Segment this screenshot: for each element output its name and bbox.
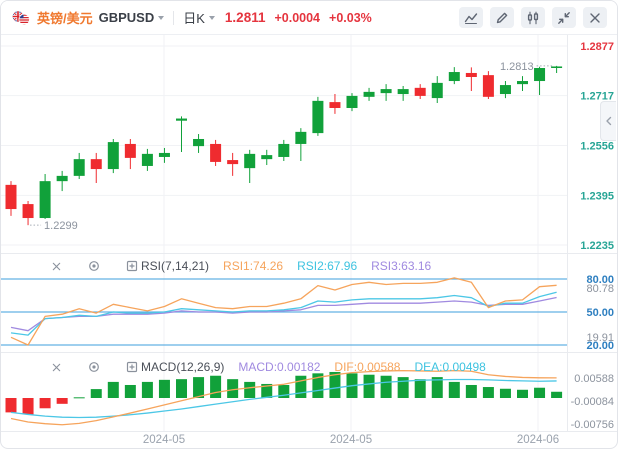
header-divider	[173, 10, 175, 25]
svg-text:1.2877: 1.2877	[580, 41, 614, 53]
svg-text:1.2235: 1.2235	[580, 240, 614, 252]
close-button[interactable]	[583, 7, 607, 28]
macd-expand-button[interactable]	[126, 361, 138, 373]
svg-text:0.00588: 0.00588	[574, 373, 614, 385]
chevron-down-icon	[158, 15, 165, 20]
svg-text:-0.00756: -0.00756	[571, 419, 614, 431]
symbol-selector[interactable]: GBPUSD	[99, 10, 165, 25]
svg-text:-0.00084: -0.00084	[571, 396, 614, 408]
time-axis-label: 2024-06	[516, 434, 560, 446]
candlestick-style-button[interactable]	[521, 7, 545, 28]
macd-value: MACD:0.00182	[238, 360, 321, 374]
time-axis-label: 2024-05	[329, 434, 373, 446]
svg-text:1.2813: 1.2813	[500, 61, 534, 73]
macd-pane-header: MACD(12,26,9) MACD:0.00182 DIF:0.00588 D…	[51, 359, 486, 375]
last-price: 1.2811	[224, 10, 266, 25]
pair-name-cn: 英镑/美元	[37, 11, 93, 26]
rsi-close-button[interactable]	[51, 261, 62, 272]
rsi-pane-header: RSI(7,14,21) RSI1:74.26 RSI2:67.96 RSI3:…	[51, 258, 431, 274]
draw-button[interactable]	[490, 7, 514, 28]
svg-text:80.00: 80.00	[586, 274, 614, 286]
gbpusd-flag-icon	[11, 10, 31, 26]
line-chart-icon	[464, 12, 478, 24]
rsi-expand-button[interactable]	[126, 260, 138, 272]
time-axis: 2024-05 2024-05 2024-06	[1, 431, 617, 448]
macd-close-button[interactable]	[51, 362, 62, 373]
settings-icon	[89, 261, 99, 271]
symbol-label: GBPUSD	[98, 10, 155, 25]
chevron-down-icon	[208, 15, 215, 20]
price-change: +0.0004	[274, 10, 321, 25]
expand-icon	[126, 361, 138, 373]
close-icon	[590, 12, 600, 23]
toolbar	[459, 7, 607, 28]
svg-text:20.00: 20.00	[586, 340, 614, 352]
expand-icon	[126, 260, 138, 272]
svg-text:1.2395: 1.2395	[580, 190, 614, 202]
pencil-icon	[496, 12, 508, 23]
macd-title: MACD(12,26,9)	[141, 360, 225, 374]
svg-text:80.78: 80.78	[586, 283, 614, 295]
price-change-pct: +0.03%	[329, 10, 372, 25]
rsi2-value: RSI2:67.96	[297, 259, 358, 273]
close-icon	[52, 363, 61, 371]
collapse-button[interactable]	[552, 7, 576, 28]
line-chart-button[interactable]	[459, 7, 483, 28]
rsi1-value: RSI1:74.26	[223, 259, 284, 273]
settings-icon	[89, 362, 99, 372]
chevron-left-icon	[605, 116, 611, 126]
svg-text:50.00: 50.00	[586, 307, 614, 319]
macd-settings-button[interactable]	[88, 361, 100, 373]
rsi-settings-button[interactable]	[88, 260, 100, 272]
interval-selector[interactable]: 日K	[183, 8, 215, 27]
rsi3-value: RSI3:63.16	[371, 259, 432, 273]
svg-text:1.2556: 1.2556	[580, 141, 614, 153]
time-axis-label: 2024-05	[142, 434, 186, 446]
interval-label: 日K	[183, 11, 205, 26]
svg-text:1.2717: 1.2717	[580, 91, 614, 103]
axis-collapse-tab[interactable]	[600, 101, 616, 141]
close-icon	[52, 262, 61, 270]
collapse-arrows-icon	[558, 11, 570, 24]
header: 英镑/美元 GBPUSD 日K 1.2811 +0.0004 +0.03%	[1, 1, 617, 35]
dea-value: DEA:0.00498	[414, 360, 486, 374]
svg-text:1.2299: 1.2299	[44, 220, 78, 232]
rsi-title: RSI(7,14,21)	[141, 259, 210, 273]
dif-value: DIF:0.00588	[334, 360, 401, 374]
candlestick-icon	[527, 11, 539, 24]
svg-text:19.91: 19.91	[586, 332, 614, 344]
